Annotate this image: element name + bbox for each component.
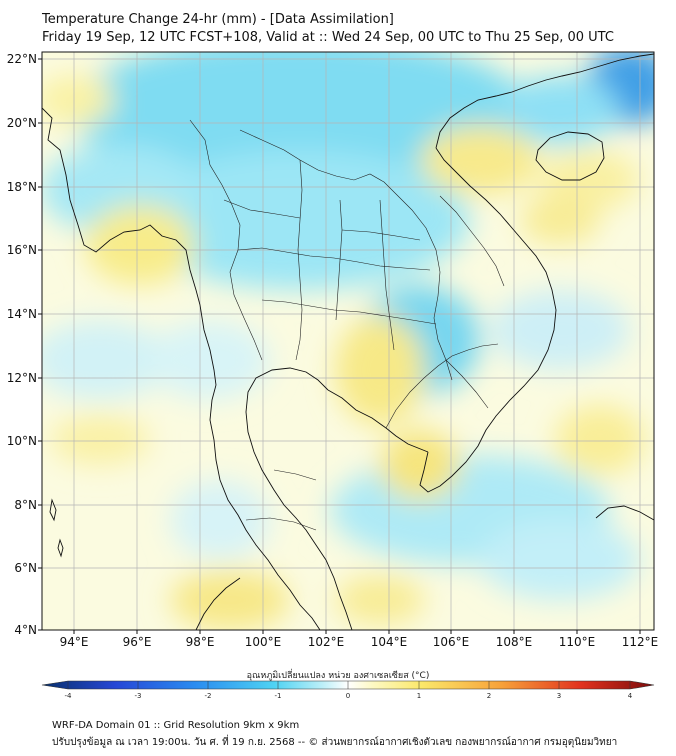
lon-label: 98°E — [186, 635, 215, 649]
map-subtitle: Friday 19 Sep, 12 UTC FCST+108, Valid at… — [42, 30, 614, 45]
colorbar-tick: -1 — [275, 692, 282, 700]
lat-label: 18°N — [7, 180, 37, 194]
colorbar-tick: 3 — [557, 692, 561, 700]
colorbar: -4 -3 -2 -1 0 1 2 3 4 — [41, 680, 655, 700]
lat-label: 16°N — [7, 243, 37, 257]
temperature-map: 22°N 20°N 18°N 16°N 14°N 12°N 10°N 8°N 6… — [7, 51, 659, 700]
lat-label: 4°N — [14, 623, 37, 637]
colorbar-tick-marks — [67, 681, 631, 689]
province-borders — [189, 119, 505, 531]
map-frame — [41, 51, 655, 631]
lon-label: 108°E — [496, 635, 533, 649]
footer-credit: ปรับปรุงข้อมูล ณ เวลา 19:00น. วัน ศ. ที่… — [52, 737, 618, 748]
lon-label: 96°E — [123, 635, 152, 649]
lat-label: 20°N — [7, 116, 37, 130]
lon-label: 112°E — [622, 635, 659, 649]
lon-label: 104°E — [371, 635, 408, 649]
colorbar-tick: -4 — [65, 692, 73, 700]
lon-label: 102°E — [308, 635, 345, 649]
axis-ticks — [38, 58, 641, 634]
lat-label: 22°N — [7, 52, 37, 66]
temperature-field — [42, 52, 654, 630]
lat-label: 6°N — [14, 561, 37, 575]
lon-label: 106°E — [433, 635, 470, 649]
lon-label: 94°E — [60, 635, 89, 649]
colorbar-tick: 0 — [346, 692, 350, 700]
coastlines — [42, 53, 654, 630]
colorbar-tick: 4 — [628, 692, 633, 700]
longitude-labels: 94°E 96°E 98°E 100°E 102°E 104°E 106°E 1… — [60, 635, 659, 649]
colorbar-label: อุณหภูมิเปลี่ยนแปลง หน่วย องศาเซลเซียส (… — [246, 671, 430, 681]
map-title: Temperature Change 24-hr (mm) - [Data As… — [42, 12, 394, 27]
lat-label: 12°N — [7, 371, 37, 385]
colorbar-tick: 1 — [417, 692, 421, 700]
colorbar-tick: -3 — [135, 692, 142, 700]
latitude-labels: 22°N 20°N 18°N 16°N 14°N 12°N 10°N 8°N 6… — [7, 52, 37, 637]
grid-lines — [42, 52, 654, 630]
footer-model-info: WRF-DA Domain 01 :: Grid Resolution 9km … — [52, 720, 300, 731]
colorbar-tick: -2 — [205, 692, 212, 700]
lat-label: 14°N — [7, 307, 37, 321]
lon-label: 100°E — [245, 635, 282, 649]
colorbar-tick: 2 — [487, 692, 491, 700]
lon-label: 110°E — [559, 635, 596, 649]
lat-label: 10°N — [7, 434, 37, 448]
lat-label: 8°N — [14, 498, 37, 512]
